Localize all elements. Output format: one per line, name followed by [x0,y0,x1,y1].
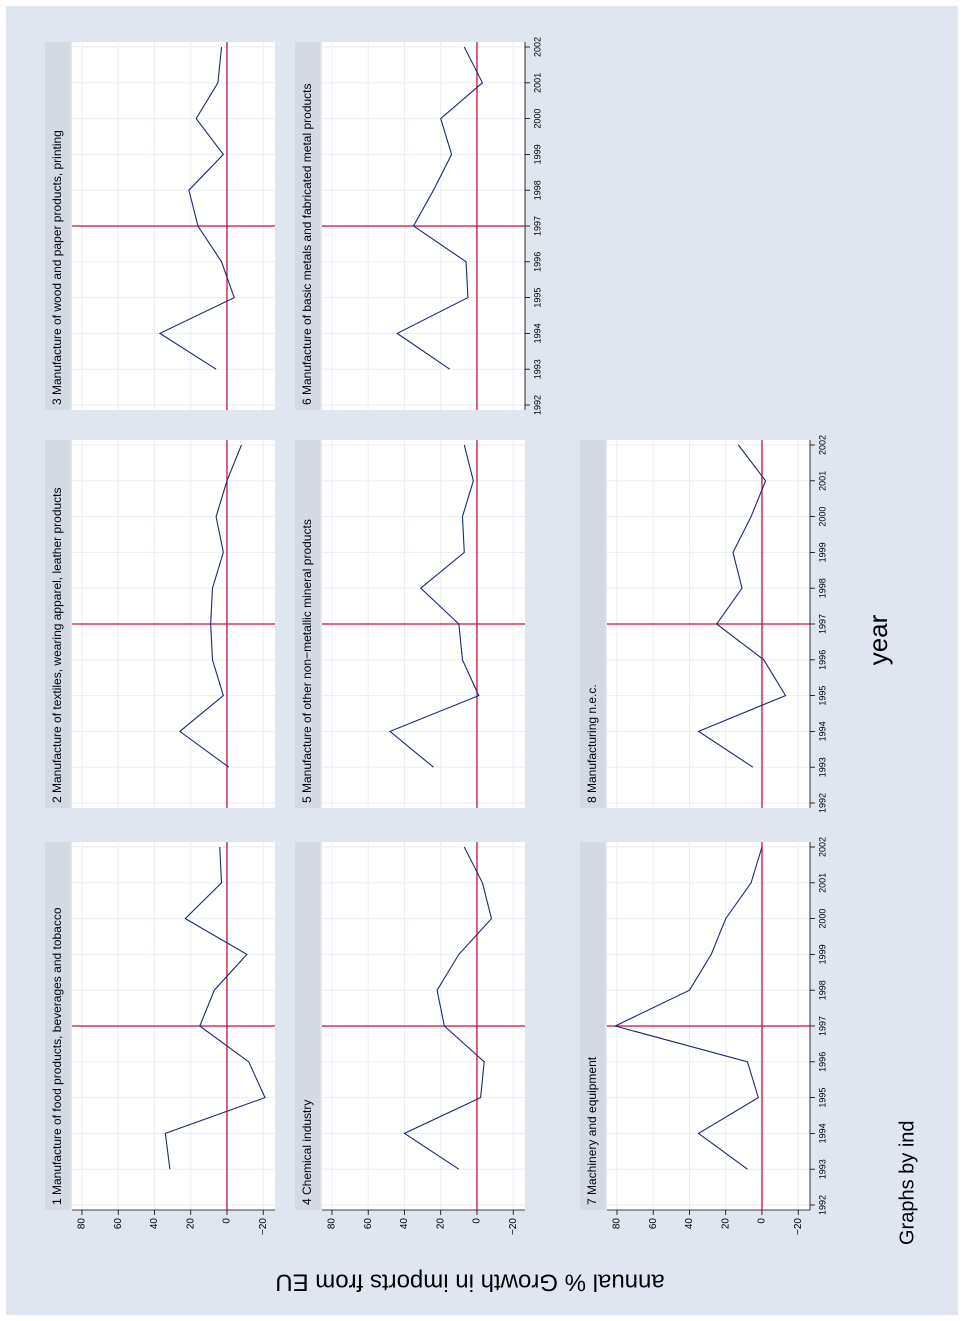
strip [295,440,320,808]
panel: 1 Manufacture of food products, beverage… [45,842,275,1235]
data-line [164,846,266,1170]
strip [45,42,70,410]
x-tick-label: 1996 [817,650,827,670]
x-tick-label: 1994 [817,1123,827,1143]
x-tick-label: 2001 [532,73,542,93]
panel: 2 Manufacture of textiles, wearing appar… [45,440,275,808]
strip [580,440,605,808]
x-tick-label: 1997 [817,1016,827,1036]
x-axis-title: year [863,614,893,665]
y-tick-label: 0 [757,1218,768,1224]
y-tick-label: 0 [222,1218,233,1224]
y-tick-label: 60 [648,1218,659,1230]
y-tick-label: 80 [77,1218,88,1230]
x-tick-label: 1998 [817,578,827,598]
panel-title: 7 Machinery and equipment [585,1056,599,1205]
data-line [697,444,787,768]
strip [580,842,605,1210]
data-line [158,46,235,370]
x-tick-label: 1993 [817,1159,827,1179]
panel: 7 Machinery and equipment −20 0 20 40 60 80 199… [580,837,827,1235]
y-tick-label: 40 [684,1218,695,1230]
y-tick-label: 20 [435,1218,446,1230]
x-tick-label: 1992 [532,395,542,415]
x-tick-label: 2000 [817,909,827,929]
x-tick-label: 2000 [817,507,827,527]
x-tick-label: 1995 [817,1088,827,1108]
panel-title: 5 Manufacture of other non−metallic mine… [300,519,314,803]
strip [295,842,320,1210]
data-line [613,846,763,1170]
strip [45,842,70,1210]
data-line [388,444,480,768]
y-tick-label: 60 [113,1218,124,1230]
x-tick-label: 1997 [817,614,827,634]
y-tick-label: 40 [149,1218,160,1230]
y-tick-label: −20 [258,1218,269,1235]
panel-title: 3 Manufacture of wood and paper products… [50,130,64,405]
x-tick-label: 1999 [532,144,542,164]
x-tick-label: 1994 [817,721,827,741]
panel: 8 Manufacturing n.e.c. 1992 1993 1994 1995 19… [580,435,827,813]
x-tick-label: 1998 [817,980,827,1000]
x-tick-label: 1994 [532,323,542,343]
x-tick-label: 1995 [532,288,542,308]
x-tick-label: 1993 [817,757,827,777]
x-tick-label: 1996 [817,1052,827,1072]
panel: 6 Manufacture of basic metals and fabric… [295,37,542,415]
x-tick-label: 1998 [532,180,542,200]
y-tick-label: 0 [472,1218,483,1224]
y-tick-label: 80 [327,1218,338,1230]
x-tick-label: 1999 [817,944,827,964]
panel-title: 2 Manufacture of textiles, wearing appar… [50,487,64,803]
y-tick-label: 40 [399,1218,410,1230]
x-tick-label: 2001 [817,471,827,491]
panel: 4 Chemical industry −20 0 20 40 60 80 [295,842,525,1235]
note: Graphs by ind [896,1120,918,1245]
panel-title: 8 Manufacturing n.e.c. [585,684,599,803]
x-tick-label: 1997 [532,216,542,236]
panel-title: 1 Manufacture of food products, beverage… [50,907,64,1205]
y-tick-label: 60 [363,1218,374,1230]
x-tick-label: 1992 [817,793,827,813]
panel: 3 Manufacture of wood and paper products… [45,42,275,410]
rotated-graph: annual % Growth in imports from EU year … [6,6,958,1315]
x-tick-label: 2000 [532,109,542,129]
x-tick-label: 1992 [817,1195,827,1215]
y-tick-label: −20 [508,1218,519,1235]
x-tick-label: 2001 [817,873,827,893]
panel: 5 Manufacture of other non−metallic mine… [295,440,525,808]
y-axis-title: annual % Growth in imports from EU [275,1269,664,1296]
x-tick-label: 2002 [817,837,827,857]
x-tick-label: 1993 [532,359,542,379]
x-tick-label: 2002 [817,435,827,455]
x-tick-label: 1999 [817,542,827,562]
y-tick-label: 20 [185,1218,196,1230]
panel-title: 6 Manufacture of basic metals and fabric… [300,83,314,405]
strip [295,42,320,410]
y-tick-label: 20 [720,1218,731,1230]
x-tick-label: 2002 [532,37,542,57]
data-line [178,444,242,768]
panel-title: 4 Chemical industry [300,1100,314,1205]
x-tick-label: 1995 [817,686,827,706]
y-tick-label: −20 [793,1218,804,1235]
data-line [403,846,493,1170]
data-line [396,46,484,370]
y-tick-label: 80 [612,1218,623,1230]
strip [45,440,70,808]
x-tick-label: 1996 [532,252,542,272]
